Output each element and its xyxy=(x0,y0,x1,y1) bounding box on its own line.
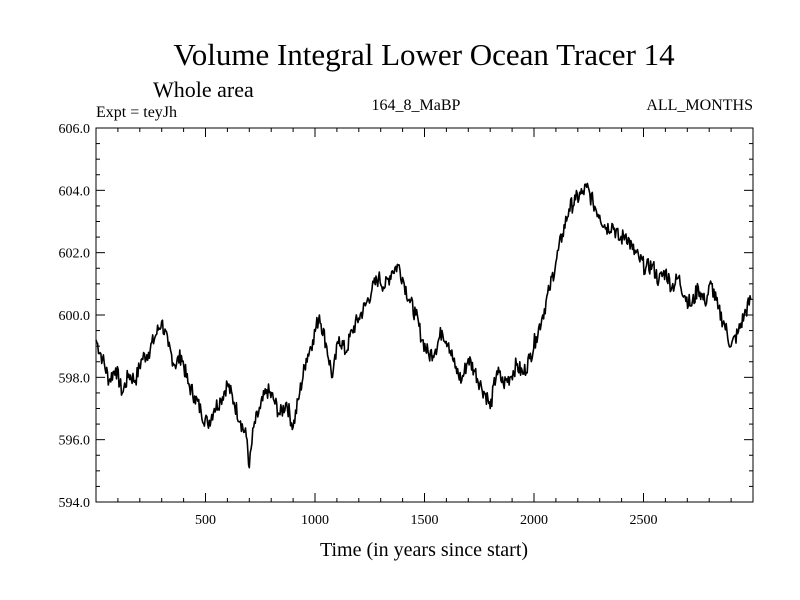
axis-ticks xyxy=(96,127,753,503)
x-tick-label: 1500 xyxy=(411,513,439,528)
series-line xyxy=(95,182,752,469)
x-tick-label: 500 xyxy=(195,513,216,528)
center-label: 164_8_MaBP xyxy=(372,97,461,114)
y-tick-label: 596.0 xyxy=(59,434,91,449)
axis-tick-labels: 594.0 596.0 598.0 600.0 602.0 604.0 606.0 500 10… xyxy=(59,122,658,528)
y-tick-label: 606.0 xyxy=(59,122,91,137)
x-tick-label: 2000 xyxy=(520,513,548,528)
x-tick-label: 2500 xyxy=(630,513,658,528)
y-tick-label: 600.0 xyxy=(59,309,91,324)
plot-frame xyxy=(95,127,754,503)
x-tick-label: 1000 xyxy=(301,513,329,528)
y-tick-label: 594.0 xyxy=(59,496,91,511)
y-tick-label: 598.0 xyxy=(59,371,91,386)
chart-subtitle: Whole area xyxy=(153,77,254,102)
experiment-label: Expt = teyJh xyxy=(96,104,177,121)
y-tick-label: 604.0 xyxy=(59,184,91,199)
right-label: ALL_MONTHS xyxy=(646,97,753,114)
chart-title: Volume Integral Lower Ocean Tracer 14 xyxy=(173,37,675,72)
y-tick-label: 602.0 xyxy=(59,247,91,262)
x-axis-label: Time (in years since start) xyxy=(320,539,528,561)
